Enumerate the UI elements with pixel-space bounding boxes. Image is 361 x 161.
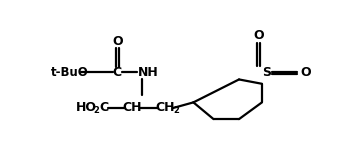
Text: 2: 2 — [173, 106, 179, 115]
Text: S: S — [262, 66, 271, 79]
Text: O: O — [112, 35, 123, 48]
Text: HO: HO — [76, 101, 97, 114]
Text: C: C — [113, 66, 122, 79]
Text: NH: NH — [138, 66, 159, 79]
Text: CH: CH — [122, 101, 142, 114]
Text: 2: 2 — [93, 106, 99, 115]
Text: O: O — [300, 66, 310, 79]
Text: t-BuO: t-BuO — [51, 66, 88, 79]
Text: O: O — [253, 29, 264, 42]
Text: C: C — [99, 101, 108, 114]
Text: CH: CH — [156, 101, 175, 114]
